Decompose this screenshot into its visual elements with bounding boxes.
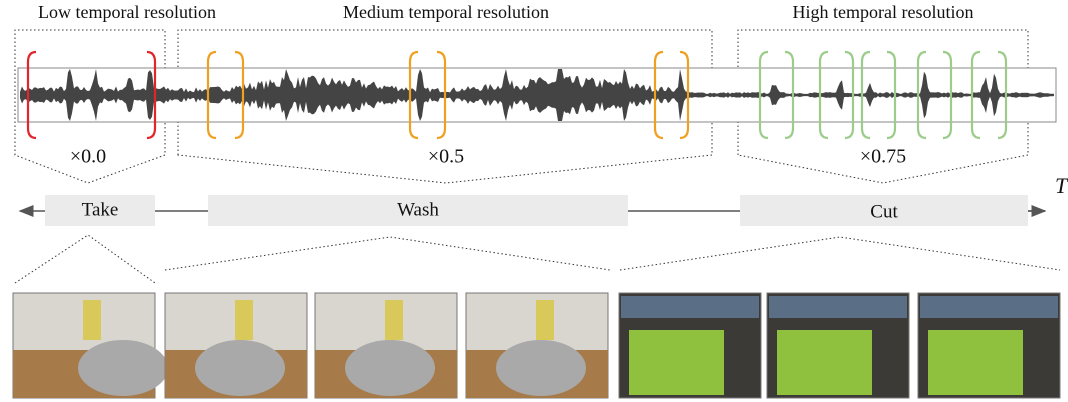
bottle bbox=[385, 300, 403, 340]
action-label: Wash bbox=[397, 199, 439, 220]
board bbox=[777, 330, 872, 395]
action-box bbox=[740, 195, 1028, 226]
bottle bbox=[83, 300, 101, 340]
bracket bbox=[942, 50, 953, 140]
bracket bbox=[234, 50, 245, 140]
items bbox=[920, 296, 1058, 318]
bracket bbox=[970, 50, 981, 140]
action-label: Cut bbox=[870, 201, 898, 222]
bracket bbox=[818, 50, 829, 140]
board bbox=[928, 330, 1023, 395]
bracket bbox=[784, 50, 795, 140]
resolution-label: Low temporal resolution bbox=[38, 2, 216, 22]
frames bbox=[12, 292, 1061, 399]
bottle bbox=[536, 300, 554, 340]
sink bbox=[195, 340, 285, 396]
resolution-label: High temporal resolution bbox=[793, 2, 974, 22]
factor: ×0.0 bbox=[70, 146, 106, 168]
bracket bbox=[758, 50, 769, 140]
axis-label: T bbox=[1055, 173, 1068, 198]
bracket bbox=[436, 50, 447, 140]
bracket bbox=[860, 50, 871, 140]
sink bbox=[496, 340, 586, 396]
sink bbox=[345, 340, 435, 396]
action-box bbox=[208, 195, 628, 226]
items bbox=[621, 296, 759, 318]
factor: ×0.75 bbox=[860, 146, 906, 168]
bracket bbox=[206, 50, 217, 140]
action-label: Take bbox=[82, 199, 119, 220]
bracket bbox=[653, 50, 664, 140]
bracket bbox=[679, 50, 690, 140]
bracket bbox=[26, 50, 37, 140]
board bbox=[629, 330, 724, 395]
outline bbox=[14, 234, 156, 284]
bracket bbox=[146, 50, 157, 140]
outline bbox=[164, 236, 611, 271]
bracket bbox=[886, 50, 897, 140]
sink bbox=[78, 340, 168, 396]
bottle bbox=[235, 300, 253, 340]
items bbox=[769, 296, 907, 318]
bracket bbox=[408, 50, 419, 140]
factor: ×0.5 bbox=[428, 146, 464, 168]
brackets bbox=[26, 50, 1008, 140]
waveform bbox=[20, 69, 1054, 121]
bracket bbox=[997, 50, 1008, 140]
action-box bbox=[45, 195, 155, 226]
bracket bbox=[916, 50, 927, 140]
resolution-label: Medium temporal resolution bbox=[343, 2, 549, 22]
outline bbox=[619, 236, 1061, 271]
bracket bbox=[844, 50, 855, 140]
